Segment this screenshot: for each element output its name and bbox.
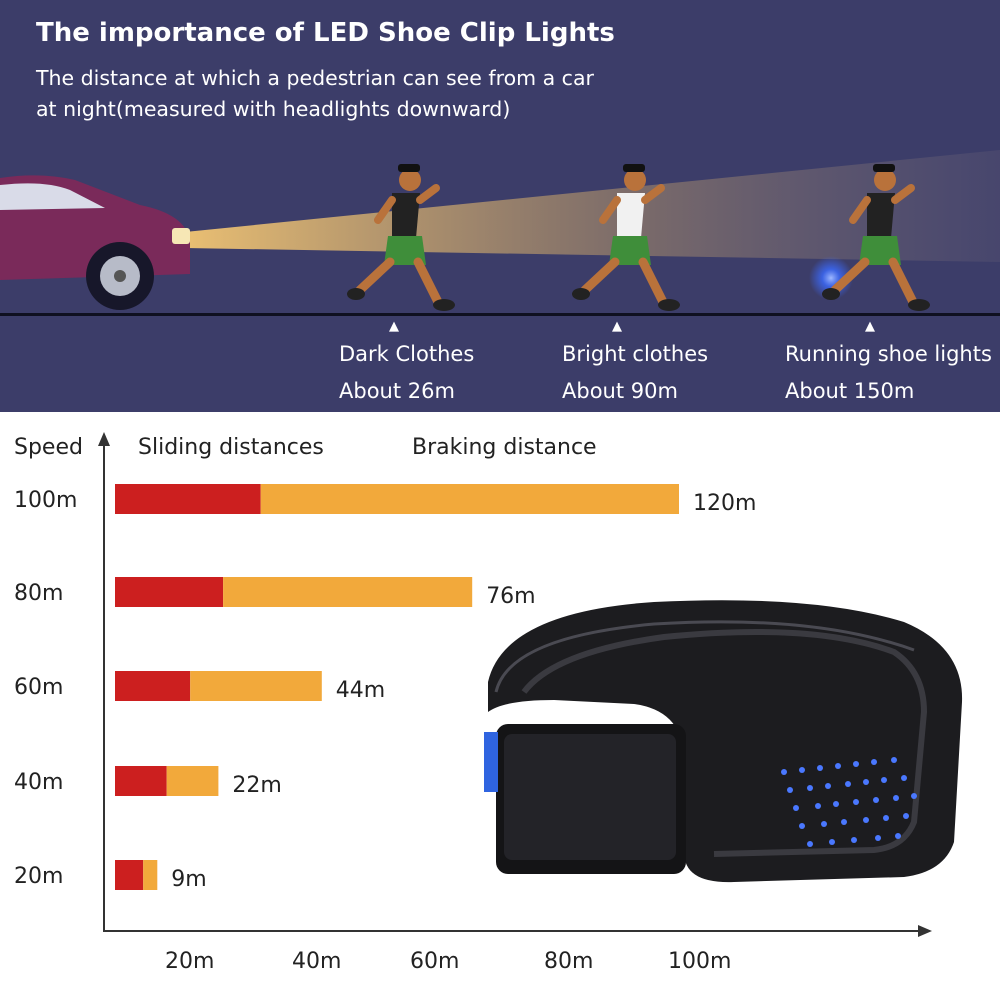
x-axis-arrow-icon xyxy=(918,925,932,937)
caption-label: Dark Clothes xyxy=(339,342,475,366)
bar-braking-60m xyxy=(190,671,322,701)
led-dots xyxy=(781,757,917,847)
y-axis-label: Speed xyxy=(14,435,83,460)
led-dot xyxy=(841,819,847,825)
led-dot xyxy=(787,787,793,793)
led-dot xyxy=(871,759,877,765)
road-line xyxy=(0,313,1000,316)
led-dot xyxy=(815,803,821,809)
y-tick-label: 80m xyxy=(14,581,63,606)
led-dot xyxy=(845,781,851,787)
pointer-triangle-icon: ▲ xyxy=(389,319,399,334)
led-dot xyxy=(883,815,889,821)
caption-shoe-lights: ▲ Running shoe lights About 150m xyxy=(785,319,992,410)
x-tick-label: 60m xyxy=(410,949,459,974)
led-dot xyxy=(863,817,869,823)
bar-total-label: 76m xyxy=(486,584,535,609)
led-dot xyxy=(807,841,813,847)
bar-sliding-100m xyxy=(115,484,261,514)
led-dot xyxy=(833,801,839,807)
y-axis-arrow-icon xyxy=(98,432,110,446)
bar-total-label: 120m xyxy=(693,491,756,516)
axes-group xyxy=(98,432,932,937)
y-tick-label: 20m xyxy=(14,864,63,889)
led-dot xyxy=(851,837,857,843)
led-shoe-clip-icon xyxy=(484,600,963,883)
y-tick-label: 60m xyxy=(14,675,63,700)
runner-dark-clothes-icon xyxy=(347,164,455,311)
legend-sliding: Sliding distances xyxy=(138,435,324,460)
y-tick-label: 100m xyxy=(14,488,77,513)
caption-bright-clothes: ▲ Bright clothes About 90m xyxy=(562,319,709,410)
led-dot xyxy=(821,821,827,827)
bar-sliding-40m xyxy=(115,766,167,796)
headlight-beam xyxy=(185,150,1000,262)
pointer-triangle-icon: ▲ xyxy=(865,319,875,334)
led-dot xyxy=(893,795,899,801)
led-dot xyxy=(891,757,897,763)
led-dot xyxy=(817,765,823,771)
y-tick-label: 40m xyxy=(14,770,63,795)
led-dot xyxy=(863,779,869,785)
caption-distance: About 90m xyxy=(562,379,678,403)
caption-distance: About 26m xyxy=(339,379,455,403)
led-dot xyxy=(799,823,805,829)
bar-sliding-60m xyxy=(115,671,191,701)
pointer-triangle-icon: ▲ xyxy=(612,319,622,334)
led-dot xyxy=(807,785,813,791)
bars-group xyxy=(115,484,679,890)
subtitle-line-1: The distance at which a pedestrian can s… xyxy=(36,66,594,90)
led-dot xyxy=(903,813,909,819)
caption-distance: About 150m xyxy=(785,379,915,403)
x-tick-label: 40m xyxy=(292,949,341,974)
x-tick-label: 20m xyxy=(165,949,214,974)
bar-braking-80m xyxy=(223,577,473,607)
night-scene-panel: The importance of LED Shoe Clip Lights T… xyxy=(0,0,1000,412)
led-dot xyxy=(829,839,835,845)
runner-shoe-lights-icon xyxy=(809,164,930,311)
led-dot xyxy=(793,805,799,811)
led-dot xyxy=(875,835,881,841)
led-dot xyxy=(895,833,901,839)
caption-dark-clothes: ▲ Dark Clothes About 26m xyxy=(339,319,475,410)
caption-label: Bright clothes xyxy=(562,342,709,366)
bar-braking-40m xyxy=(166,766,219,796)
subtitle-line-2: at night(measured with headlights downwa… xyxy=(36,97,511,121)
bar-total-label: 9m xyxy=(171,867,206,892)
led-dot xyxy=(781,769,787,775)
led-dot xyxy=(881,777,887,783)
led-dot xyxy=(901,775,907,781)
led-dot xyxy=(853,799,859,805)
bar-total-label: 22m xyxy=(232,773,281,798)
bar-braking-20m xyxy=(143,860,158,890)
page-title: The importance of LED Shoe Clip Lights xyxy=(36,18,615,48)
led-dot xyxy=(853,761,859,767)
bar-sliding-80m xyxy=(115,577,224,607)
led-dot xyxy=(835,763,841,769)
x-tick-label: 80m xyxy=(544,949,593,974)
labels-group: 100m 120m 80m 76m 60m 44m 40m 22m 20m 9m 20m 40m 60m… xyxy=(14,488,756,974)
led-dot xyxy=(911,793,917,799)
led-dot xyxy=(799,767,805,773)
bar-sliding-20m xyxy=(115,860,144,890)
bar-braking-100m xyxy=(260,484,679,514)
led-dot xyxy=(873,797,879,803)
scene-illustration xyxy=(0,150,1000,316)
x-tick-label: 100m xyxy=(668,949,731,974)
chart-svg: Speed Sliding distances Braking distance… xyxy=(14,432,963,974)
caption-label: Running shoe lights xyxy=(785,342,992,366)
car-icon xyxy=(0,175,190,310)
braking-distance-chart: Speed Sliding distances Braking distance… xyxy=(0,412,1000,1000)
runner-bright-clothes-icon xyxy=(572,164,680,311)
led-dot xyxy=(825,783,831,789)
legend-braking: Braking distance xyxy=(412,435,597,460)
bar-total-label: 44m xyxy=(336,678,385,703)
